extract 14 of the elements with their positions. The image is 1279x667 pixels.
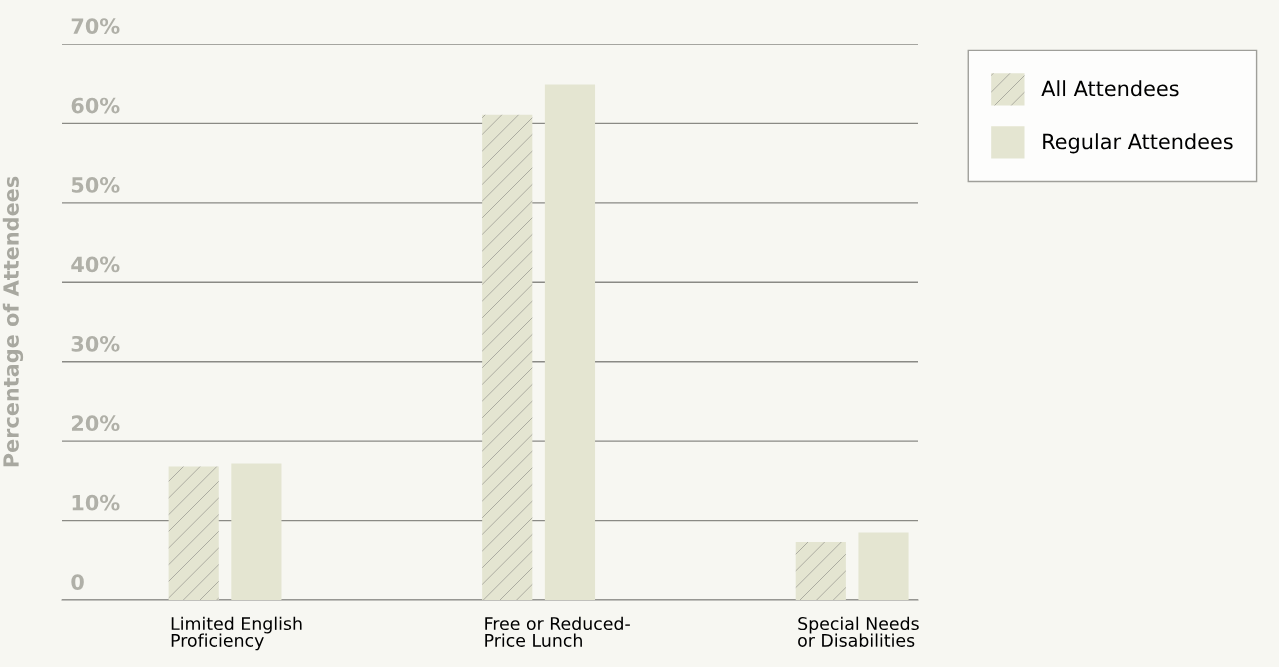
legend-label: Regular Attendees bbox=[1043, 133, 1233, 154]
legend-label: All Attendees bbox=[1041, 80, 1179, 97]
y-axis-title: Percentage of Attendees bbox=[2, 176, 24, 467]
x-tick-label: Special Needs or Disabilities bbox=[798, 616, 919, 647]
x-tick-label: Free or Reduced- Price Lunch bbox=[485, 616, 630, 647]
x-tick-label: Limited English Proficiency bbox=[171, 616, 302, 651]
y-tick-label: 30% bbox=[71, 335, 120, 352]
y-tick-label: 10% bbox=[72, 494, 120, 511]
y-tick-label: 20% bbox=[71, 415, 120, 432]
y-tick-label: 40% bbox=[71, 256, 120, 273]
y-tick-label: 60% bbox=[71, 97, 120, 114]
y-tick-label: 70% bbox=[71, 18, 120, 34]
y-tick-label: 50% bbox=[71, 177, 120, 193]
y-tick-label: 0 bbox=[71, 574, 84, 590]
